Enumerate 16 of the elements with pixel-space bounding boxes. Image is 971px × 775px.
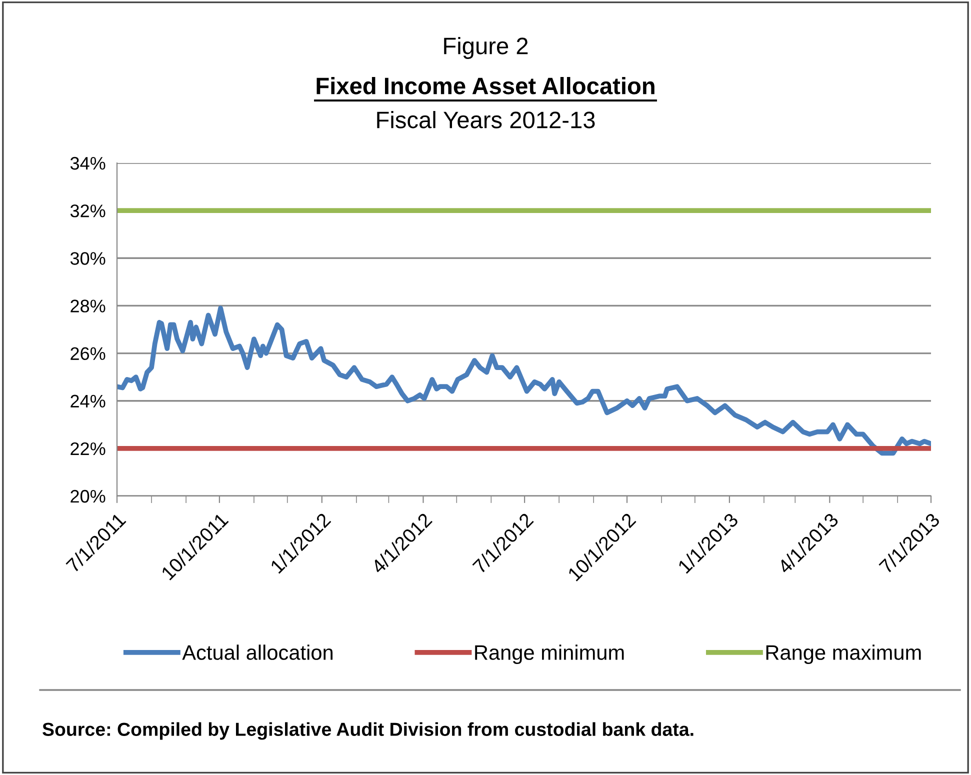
source-note: Source: Compiled by Legislative Audit Division from custodial bank data. — [42, 722, 694, 740]
y-tick-label: 24% — [70, 394, 106, 408]
y-tick-label: 22% — [70, 442, 106, 456]
legend-label: Actual allocation — [182, 644, 332, 660]
caption: Figure 2 — [444, 36, 528, 60]
y-tick-label: 30% — [70, 252, 106, 265]
chart-title: Fixed Income Asset Allocation — [316, 76, 654, 94]
legend-label: Range minimum — [475, 644, 624, 664]
y-tick-label: 34% — [70, 156, 106, 170]
y-tick-label: 26% — [70, 347, 106, 360]
y-tick-label: 32% — [70, 204, 106, 218]
line-series — [117, 306, 931, 456]
chart-subtitle: Fiscal Years 2012-13 — [377, 110, 595, 128]
y-tick-label: 28% — [70, 300, 106, 312]
y-tick-label: 20% — [70, 490, 106, 503]
legend-label: Range maximum — [766, 644, 921, 664]
